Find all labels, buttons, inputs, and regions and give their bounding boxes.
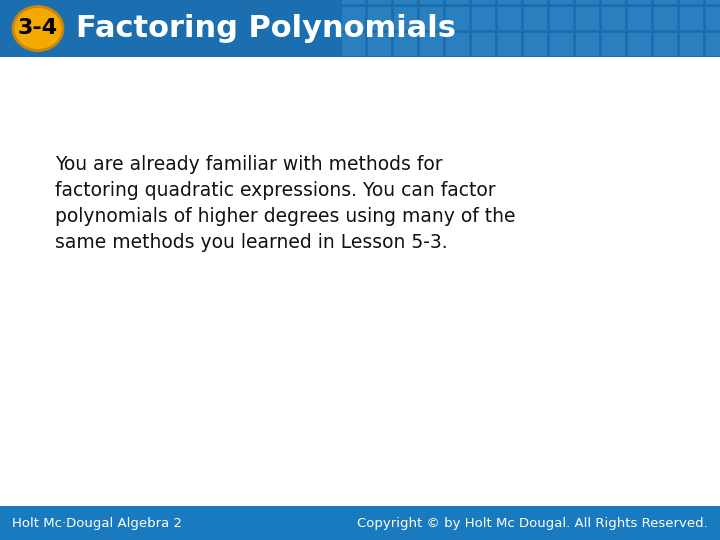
Bar <box>549 6 572 30</box>
Bar <box>680 32 703 56</box>
Bar <box>341 32 364 56</box>
Bar <box>367 6 390 30</box>
Bar <box>394 0 416 3</box>
Bar <box>523 0 546 3</box>
Bar <box>420 6 443 30</box>
Ellipse shape <box>13 6 63 51</box>
Bar <box>549 0 572 3</box>
Bar <box>472 6 495 30</box>
Bar <box>628 32 650 56</box>
Bar <box>394 6 416 30</box>
Bar <box>601 6 624 30</box>
Bar <box>420 0 443 3</box>
Text: You are already familiar with methods for: You are already familiar with methods fo… <box>55 155 443 174</box>
Text: 3-4: 3-4 <box>18 18 58 38</box>
Bar <box>0 506 720 540</box>
Bar <box>446 6 469 30</box>
Bar <box>498 32 521 56</box>
Bar <box>367 32 390 56</box>
Bar <box>420 32 443 56</box>
Text: same methods you learned in Lesson 5-3.: same methods you learned in Lesson 5-3. <box>55 233 448 252</box>
Text: Holt Mc·Dougal Algebra 2: Holt Mc·Dougal Algebra 2 <box>12 516 182 530</box>
Bar <box>394 32 416 56</box>
Text: Copyright © by Holt Mc Dougal. All Rights Reserved.: Copyright © by Holt Mc Dougal. All Right… <box>357 516 708 530</box>
Bar <box>341 0 364 3</box>
Bar <box>341 6 364 30</box>
Bar <box>0 0 720 57</box>
Text: polynomials of higher degrees using many of the: polynomials of higher degrees using many… <box>55 207 516 226</box>
Text: Factoring Polynomials: Factoring Polynomials <box>76 14 456 43</box>
Bar <box>523 6 546 30</box>
Bar <box>601 32 624 56</box>
Bar <box>706 0 720 3</box>
Bar <box>367 0 390 3</box>
Bar <box>628 6 650 30</box>
Bar <box>472 32 495 56</box>
Bar <box>446 0 469 3</box>
Bar <box>706 6 720 30</box>
Bar <box>575 0 598 3</box>
Bar <box>549 32 572 56</box>
Text: factoring quadratic expressions. You can factor: factoring quadratic expressions. You can… <box>55 181 495 200</box>
Bar <box>472 0 495 3</box>
Bar <box>498 0 521 3</box>
Bar <box>575 6 598 30</box>
Bar <box>654 0 677 3</box>
Bar <box>654 6 677 30</box>
Bar <box>706 32 720 56</box>
Bar <box>498 6 521 30</box>
Bar <box>680 0 703 3</box>
Bar <box>654 32 677 56</box>
Bar <box>575 32 598 56</box>
Bar <box>601 0 624 3</box>
Bar <box>628 0 650 3</box>
Bar <box>680 6 703 30</box>
Bar <box>446 32 469 56</box>
Bar <box>523 32 546 56</box>
